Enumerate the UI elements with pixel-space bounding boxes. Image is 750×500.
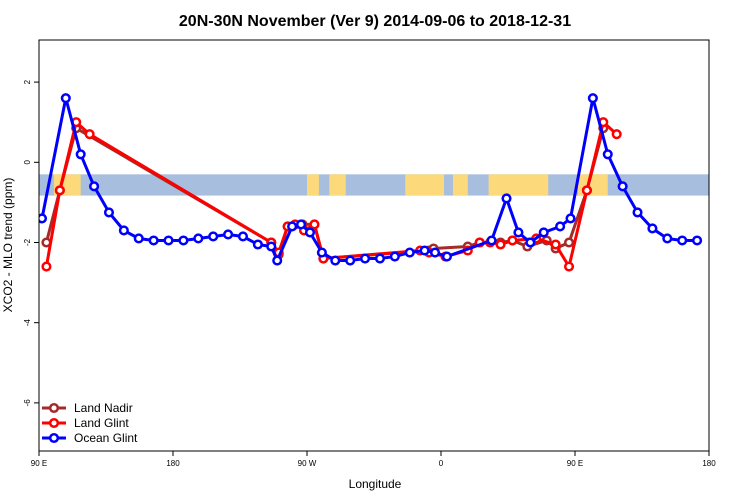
data-point [148, 235, 159, 246]
land-patch [405, 174, 444, 196]
data-point [208, 231, 219, 242]
data-point [501, 193, 512, 204]
data-point [178, 235, 189, 246]
chart-title: 20N-30N November (Ver 9) 2014-09-06 to 2… [179, 13, 571, 30]
legend-item: Land Nadir [42, 401, 133, 415]
legend-label: Land Nadir [74, 401, 133, 415]
data-point [360, 253, 371, 264]
plot-frame [38, 39, 710, 452]
x-tick-label: 0 [439, 459, 444, 468]
y-tick-label: -4 [23, 319, 32, 327]
data-point [587, 93, 598, 104]
x-tick-label: 90 E [31, 459, 47, 468]
y-axis: 2 0 -2 -4 -6 [23, 79, 39, 406]
data-point [103, 207, 115, 218]
data-point [662, 233, 673, 244]
data-point [41, 261, 52, 272]
x-tick-label: 180 [702, 459, 716, 468]
data-point [163, 235, 174, 246]
data-point [677, 235, 688, 246]
data-point [60, 93, 71, 104]
data-point [419, 245, 430, 256]
data-point [252, 239, 263, 250]
legend-label: Land Glint [74, 416, 129, 430]
data-point [133, 233, 144, 244]
land-patch [307, 174, 319, 196]
data-point [118, 225, 129, 236]
x-tick-label: 90 W [298, 459, 317, 468]
y-axis-label: XCO2 - MLO trend (ppm) [1, 178, 15, 313]
data-point [54, 185, 65, 196]
data-point [287, 221, 298, 232]
data-point [389, 251, 400, 262]
data-point [223, 229, 234, 240]
x-axis-label: Longitude [349, 477, 402, 491]
data-point [39, 213, 48, 224]
data-point [237, 231, 249, 242]
legend-marker [48, 402, 60, 414]
data-point [611, 129, 622, 140]
data-point [193, 233, 204, 244]
series-layer [39, 93, 703, 272]
data-point [525, 237, 536, 248]
data-point [266, 241, 277, 252]
data-point [374, 253, 386, 264]
data-point [295, 219, 307, 230]
data-point [495, 239, 506, 250]
data-point [345, 255, 356, 266]
legend-marker [48, 417, 60, 429]
data-point [507, 235, 518, 246]
data-point [441, 251, 453, 262]
world-map-band [39, 174, 709, 196]
legend-marker [48, 432, 60, 444]
data-point [632, 207, 643, 218]
data-point [486, 235, 497, 246]
data-point [429, 247, 441, 258]
legend-item: Land Glint [42, 416, 129, 430]
data-point [538, 227, 549, 238]
series-ocean-glint [39, 93, 703, 266]
data-point [330, 255, 341, 266]
land-patch [329, 174, 346, 196]
y-tick-label: 2 [23, 79, 32, 84]
data-point [89, 181, 100, 192]
land-patch [452, 174, 468, 196]
data-point [692, 235, 703, 246]
data-point [602, 149, 613, 160]
data-point [581, 185, 592, 196]
data-point [84, 129, 95, 140]
x-tick-label: 90 E [567, 459, 583, 468]
data-point [309, 219, 320, 230]
x-tick-label: 180 [166, 459, 180, 468]
data-point [513, 227, 524, 238]
data-point [565, 213, 576, 224]
ocean-band [39, 174, 709, 196]
x-axis: 90 E 180 90 W 0 90 E 180 [31, 451, 716, 468]
data-point [272, 255, 283, 266]
data-point [647, 223, 658, 234]
legend-label: Ocean Glint [74, 431, 138, 445]
land-patch [488, 174, 549, 196]
data-point [563, 237, 575, 248]
legend-item: Ocean Glint [42, 431, 138, 445]
data-point [563, 261, 575, 272]
data-point [550, 239, 561, 250]
data-point [404, 247, 415, 258]
data-point [304, 227, 316, 238]
y-tick-label: 0 [23, 160, 32, 165]
y-tick-label: -2 [23, 238, 32, 246]
data-point [617, 181, 628, 192]
data-point [555, 221, 566, 232]
data-point [316, 247, 327, 258]
data-point [75, 149, 86, 160]
y-tick-label: -6 [23, 399, 32, 407]
